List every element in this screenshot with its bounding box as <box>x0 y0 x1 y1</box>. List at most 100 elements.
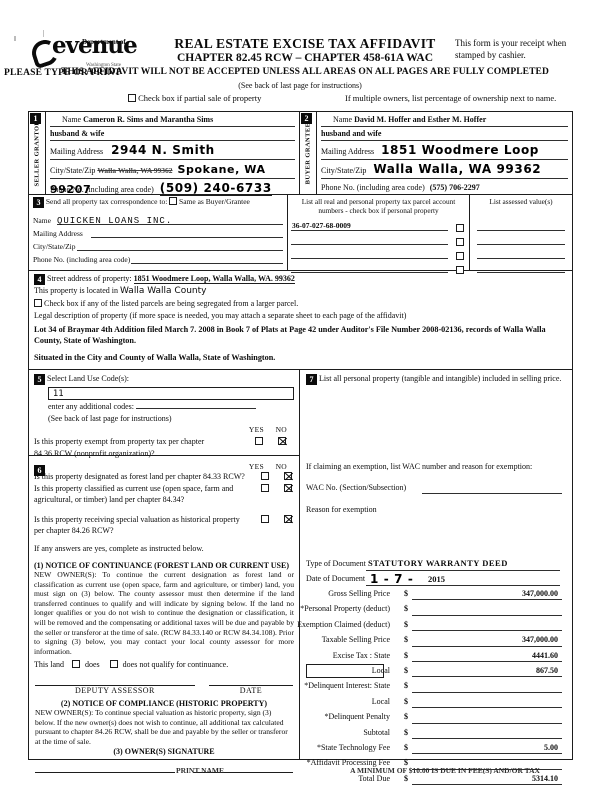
notice2-title: (2) NOTICE OF COMPLIANCE (HISTORIC PROPE… <box>60 699 268 708</box>
tax-row-gross-selling-price: Gross Selling Price $ 347,000.00 <box>306 587 566 602</box>
tax-label: Gross Selling Price <box>328 589 390 598</box>
parcel-value-1[interactable]: 36-07-027-68-0009 <box>292 221 351 230</box>
tax-label: *Personal Property (deduct) <box>300 604 390 614</box>
tax-amount[interactable]: 5.00 <box>544 742 558 752</box>
segregated-checkbox[interactable] <box>34 298 42 307</box>
corr-name-row: Name QUICKEN LOANS INC. <box>33 214 283 227</box>
partial-sale-checkbox[interactable] <box>128 94 136 102</box>
seller-relation-value[interactable]: husband & wife <box>50 129 105 138</box>
local-tax-code-box[interactable] <box>306 663 384 678</box>
seller-phone-label: Phone No. (including area code) <box>50 185 154 194</box>
additional-codes-input[interactable] <box>135 408 256 409</box>
parcel-personal-checkbox-1[interactable] <box>456 224 464 232</box>
seller-phone-value[interactable]: (509) 240-6733 <box>159 181 272 196</box>
forest-land-no-checkbox[interactable] <box>284 472 292 480</box>
buyer-city-value[interactable]: Walla Walla, WA 99362 <box>373 162 542 176</box>
minimum-due-note: A MINIMUM OF $10.00 IS DUE IN FEE(S) AND… <box>350 766 540 774</box>
buyer-city-row: City/State/Zip Walla Walla, WA 99362 <box>321 160 568 179</box>
section-7-heading: List all personal property (tangible and… <box>319 374 562 383</box>
current-use-question-text: Is this property classified as current u… <box>34 483 234 505</box>
logo-state-text: Washington State <box>86 63 122 68</box>
form-header: Department of evenue Washington State PL… <box>0 28 600 106</box>
parcel-row-2 <box>291 232 466 246</box>
buyer-name-value[interactable]: David M. Hoffer and Esther M. Hoffer <box>354 115 487 124</box>
does-not-qualify-checkbox[interactable] <box>109 660 118 669</box>
segregated-row[interactable]: Check box if any of the listed parcels a… <box>34 298 567 310</box>
seller-name-value[interactable]: Cameron R. Sims and Marantha Sims <box>83 115 214 124</box>
personal-property-input[interactable] <box>306 385 566 461</box>
deputy-assessor-signature-line[interactable] <box>35 685 195 686</box>
buyer-phone-value[interactable]: (575) 706-2297 <box>429 183 480 192</box>
assessed-row-4[interactable] <box>473 260 569 274</box>
corr-name-value[interactable]: QUICKEN LOANS INC. <box>57 216 173 226</box>
exempt-question: Is this property exempt from property ta… <box>34 436 294 448</box>
tax-dollar-sign: $ <box>404 696 408 706</box>
exempt-yes-checkbox[interactable] <box>255 437 263 445</box>
left-column: 5 Select Land Use Code(s): 11 enter any … <box>28 370 300 774</box>
logo-dept-text: Department of <box>82 38 126 46</box>
buyer-phone-row: Phone No. (including area code) (575) 70… <box>321 179 568 197</box>
partial-sale-option[interactable]: Check box if partial sale of property <box>128 93 261 103</box>
located-in-value[interactable]: Walla Walla County <box>119 286 207 296</box>
legal-description-value[interactable]: Lot 34 of Braymar 4th Addition filed Mar… <box>34 324 546 345</box>
reason-input[interactable] <box>306 515 566 529</box>
same-as-buyer-checkbox[interactable] <box>169 197 178 205</box>
section-1-badge: 1 <box>30 113 41 124</box>
seller-name-row: Name Cameron R. Sims and Marantha Sims <box>50 113 295 127</box>
assessed-row-3[interactable] <box>473 246 569 260</box>
tax-amount[interactable]: 347,000.00 <box>522 635 558 645</box>
parcel-personal-checkbox-2[interactable] <box>456 238 464 246</box>
assessed-row-1[interactable] <box>473 218 569 232</box>
exemption-prompt: If claiming an exemption, list WAC numbe… <box>306 462 533 471</box>
date-of-document-year[interactable]: 2015 <box>428 574 445 584</box>
section-5-heading-row: 5 Select Land Use Code(s): <box>34 373 294 385</box>
continuance-qualify-row: This land does does not qualify for cont… <box>34 660 294 669</box>
corr-mailing-label: Mailing Address <box>33 229 83 238</box>
section-3-addressee: 3 Send all property tax correspondence t… <box>29 195 287 270</box>
tax-amount[interactable]: 867.50 <box>536 665 558 675</box>
assessor-date-line[interactable] <box>208 685 293 686</box>
historic-no-checkbox[interactable] <box>284 514 292 523</box>
tax-dollar-sign: $ <box>404 650 408 660</box>
wac-input[interactable] <box>422 493 562 494</box>
forest-land-question-text: Is this property designated as forest la… <box>34 472 245 481</box>
parcel-personal-checkbox-3[interactable] <box>456 252 464 260</box>
tax-row-subtotal: Subtotal $ <box>306 726 566 741</box>
tax-amount[interactable]: 4441.60 <box>532 650 558 660</box>
forest-land-yes-checkbox[interactable] <box>261 472 269 480</box>
segregated-label: Check box if any of the listed parcels a… <box>44 298 299 308</box>
date-of-document-value[interactable]: 1 - 7 - <box>370 572 414 586</box>
land-use-code-input[interactable]: 11 <box>48 387 294 400</box>
tax-dollar-sign: $ <box>404 742 408 752</box>
street-address-value[interactable]: 1851 Woodmere Loop, Walla Walla, WA. 993… <box>133 274 295 284</box>
tax-label: *Delinquent Penalty <box>324 712 390 722</box>
assessed-row-2[interactable] <box>473 232 569 246</box>
does-qualify-checkbox[interactable] <box>72 660 80 669</box>
tax-amount[interactable]: 347,000.00 <box>522 589 558 598</box>
tax-label: Local <box>371 665 390 675</box>
tax-amount[interactable]: 5314.10 <box>532 773 558 783</box>
buyer-mailing-value[interactable]: 1851 Woodmere Loop <box>381 143 539 157</box>
parcel-personal-checkbox-4[interactable] <box>456 266 464 274</box>
date-of-document-row: Date of Document 1 - 7 - 2015 <box>306 572 566 587</box>
current-use-yes-checkbox[interactable] <box>261 483 269 492</box>
seller-mailing-row: Mailing Address 2944 N. Smith <box>50 141 295 160</box>
lower-grid: 5 Select Land Use Code(s): 11 enter any … <box>28 370 573 786</box>
exempt-question-line1: Is this property exempt from property ta… <box>34 437 205 446</box>
exempt-no-checkbox[interactable] <box>278 437 286 445</box>
parties-section: 1 SELLER GRANTOR Name Cameron R. Sims an… <box>28 111 573 197</box>
tax-dollar-sign: $ <box>404 604 408 614</box>
buyer-relation-value[interactable]: husband and wife <box>321 129 382 138</box>
seller-city-value[interactable]: Spokane, WA 99207 <box>50 163 266 196</box>
type-of-document-value[interactable]: STATUTORY WARRANTY DEED <box>368 558 508 568</box>
seller-mailing-value[interactable]: 2944 N. Smith <box>111 143 215 157</box>
form-subtitle: CHAPTER 82.45 RCW – CHAPTER 458-61A WAC <box>176 52 434 64</box>
section-4-property: 4 Street address of property: 1851 Woodm… <box>28 271 573 370</box>
section-3-heading: Send all property tax correspondence to: <box>45 197 168 206</box>
current-use-no-checkbox[interactable] <box>284 483 292 492</box>
historic-yes-checkbox[interactable] <box>261 514 269 523</box>
tax-label: *State Technology Fee <box>316 742 390 752</box>
if-yes-note: If any answers are yes, complete as inst… <box>34 543 204 553</box>
parcel-row-4 <box>291 260 466 274</box>
tax-dollar-sign: $ <box>404 758 408 768</box>
